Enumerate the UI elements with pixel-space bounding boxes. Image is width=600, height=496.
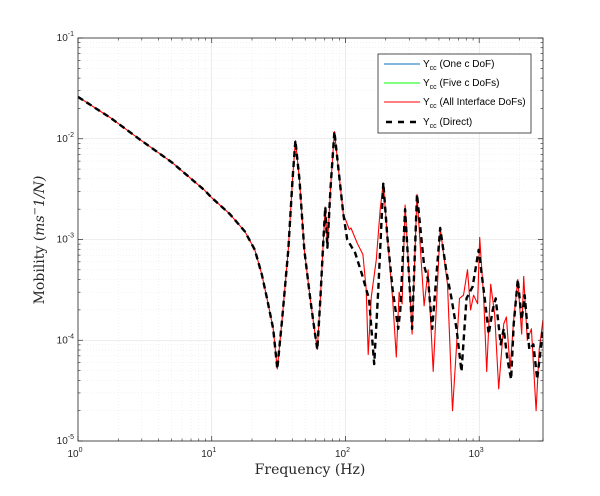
x-tick-label: 100: [67, 447, 82, 460]
y-tick-labels: 10-110-210-310-410-5: [57, 31, 74, 447]
legend-subscript: cc: [430, 65, 438, 72]
y-axis-title-var: ms: [32, 215, 48, 235]
y-tick-label-base: 10: [57, 33, 69, 44]
x-tick-label: 102: [335, 447, 350, 460]
legend-label: (All Interface DoFs): [437, 97, 526, 108]
legend-label: (Five c DoFs): [437, 78, 500, 89]
legend-subscript: cc: [430, 84, 438, 91]
legend-symbol: Y: [423, 117, 430, 128]
legend-label: (Direct): [437, 117, 473, 128]
y-tick-label-exp: -2: [68, 132, 74, 139]
x-tick-label: 103: [469, 447, 484, 460]
y-tick-label-base: 10: [57, 436, 69, 447]
x-tick-label-exp: 0: [79, 447, 83, 454]
x-tick-label-base: 10: [201, 449, 213, 460]
legend-entry-direct: Ycc (Direct): [423, 117, 472, 130]
legend-symbol: Y: [423, 59, 430, 70]
legend-entry-all: Ycc (All Interface DoFs): [423, 97, 526, 110]
y-tick-label-exp: -5: [68, 434, 74, 441]
x-tick-label-exp: 3: [480, 447, 484, 454]
y-axis-title-suffix: 1/N): [32, 176, 48, 207]
legend-box: [377, 53, 532, 134]
y-tick-label: 10-2: [57, 132, 74, 145]
legend-symbol: Y: [423, 78, 430, 89]
legend-entry-five: Ycc (Five c DoFs): [423, 78, 499, 91]
y-tick-label-base: 10: [57, 335, 69, 346]
x-tick-label-exp: 2: [346, 447, 350, 454]
legend-entry-one: Ycc (One c DoF): [423, 59, 494, 72]
y-tick-label: 10-3: [57, 233, 74, 246]
y-tick-label: 10-5: [57, 434, 74, 447]
series-layer: [78, 95, 543, 412]
series-line-direct: [78, 95, 543, 381]
legend-label: (One c DoF): [437, 59, 495, 70]
y-tick-label: 10-1: [57, 31, 74, 44]
y-axis-title: Mobility (ms−1/N): [30, 176, 48, 305]
x-tick-label-exp: 1: [212, 447, 216, 454]
x-tick-label-base: 10: [67, 449, 79, 460]
axis-ticks: [77, 37, 544, 442]
x-tick-label: 101: [201, 447, 216, 460]
y-tick-label-base: 10: [57, 134, 69, 145]
y-axis-title-prefix: Mobility (: [32, 236, 48, 305]
legend-subscript: cc: [430, 103, 438, 110]
legend: Ycc (One c DoF)Ycc (Five c DoFs)Ycc (All…: [377, 53, 532, 134]
y-tick-label-exp: -4: [68, 333, 74, 340]
x-axis-title: Frequency (Hz): [255, 462, 366, 478]
y-tick-label-base: 10: [57, 235, 69, 246]
y-axis-title-sup: −: [30, 207, 41, 215]
x-tick-label-base: 10: [335, 449, 347, 460]
legend-symbol: Y: [423, 97, 430, 108]
legend-subscript: cc: [430, 123, 438, 130]
y-tick-label: 10-4: [57, 333, 74, 346]
x-tick-labels: 100 101 102 103: [67, 447, 483, 460]
y-tick-label-exp: -1: [68, 31, 74, 38]
y-tick-label-exp: -3: [68, 233, 74, 240]
x-tick-label-base: 10: [469, 449, 481, 460]
